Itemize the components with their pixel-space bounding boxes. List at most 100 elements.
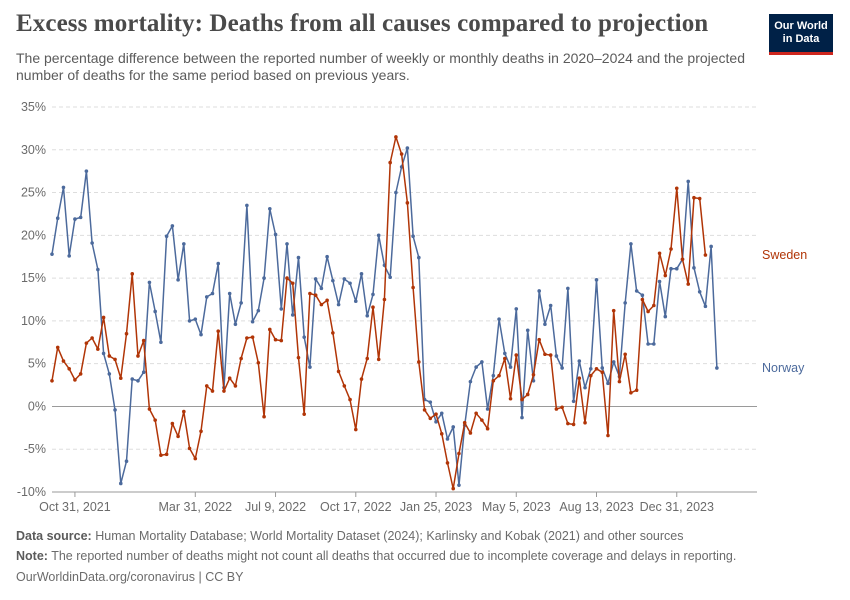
data-point-sweden[interactable] [336,369,341,374]
data-point-norway[interactable] [113,408,117,412]
data-point-norway[interactable] [652,342,656,346]
data-point-norway[interactable] [199,332,203,337]
data-point-sweden[interactable] [543,352,547,357]
data-point-norway[interactable] [457,483,461,487]
data-point-norway[interactable] [692,266,696,270]
data-point-norway[interactable] [319,286,324,291]
data-point-norway[interactable] [325,254,329,259]
data-point-sweden[interactable] [703,253,708,257]
data-point-sweden[interactable] [279,338,284,343]
data-point-sweden[interactable] [164,452,169,457]
data-point-norway[interactable] [118,481,123,486]
data-point-sweden[interactable] [210,389,215,393]
data-point-norway[interactable] [313,277,318,281]
data-point-sweden[interactable] [331,331,335,335]
data-point-norway[interactable] [623,301,627,305]
data-point-norway[interactable] [394,190,398,195]
data-point-sweden[interactable] [84,341,89,345]
data-point-sweden[interactable] [290,281,295,286]
data-point-sweden[interactable] [600,370,605,375]
data-point-sweden[interactable] [216,329,221,333]
data-point-norway[interactable] [331,278,335,283]
data-point-sweden[interactable] [669,247,673,251]
series-line-norway[interactable] [51,147,718,486]
data-point-sweden[interactable] [233,384,238,388]
data-point-norway[interactable] [646,342,650,346]
data-point-norway[interactable] [485,407,490,411]
data-point-norway[interactable] [342,277,347,281]
data-point-sweden[interactable] [90,336,94,340]
data-point-sweden[interactable] [646,309,650,314]
data-point-norway[interactable] [353,299,358,304]
data-point-norway[interactable] [336,302,341,307]
data-point-sweden[interactable] [204,384,209,388]
data-point-sweden[interactable] [663,273,668,278]
data-point-sweden[interactable] [428,416,433,421]
data-point-sweden[interactable] [548,353,553,357]
data-point-norway[interactable] [55,216,60,221]
data-point-norway[interactable] [273,232,278,237]
data-point-norway[interactable] [405,146,410,150]
data-point-norway[interactable] [147,280,152,285]
data-point-norway[interactable] [571,399,576,404]
data-point-norway[interactable] [611,360,616,364]
data-point-sweden[interactable] [359,377,364,381]
data-point-norway[interactable] [176,278,180,282]
data-point-sweden[interactable] [388,160,392,165]
data-point-norway[interactable] [537,289,541,293]
data-point-sweden[interactable] [611,308,616,313]
data-point-norway[interactable] [101,351,106,356]
data-point-norway[interactable] [245,203,249,208]
data-point-sweden[interactable] [61,359,66,363]
data-point-sweden[interactable] [657,251,662,256]
data-point-norway[interactable] [686,179,691,184]
data-point-norway[interactable] [634,289,639,293]
data-point-norway[interactable] [285,242,289,246]
data-point-sweden[interactable] [313,293,318,298]
data-point-sweden[interactable] [153,418,157,422]
data-point-norway[interactable] [256,308,261,313]
data-point-norway[interactable] [262,276,266,280]
data-point-norway[interactable] [136,378,140,383]
data-point-sweden[interactable] [554,407,559,411]
data-point-norway[interactable] [371,292,375,297]
data-point-sweden[interactable] [262,414,266,419]
data-point-norway[interactable] [480,360,484,364]
data-point-norway[interactable] [348,281,352,286]
data-point-sweden[interactable] [674,186,679,191]
data-point-norway[interactable] [491,373,496,378]
data-point-norway[interactable] [193,317,198,321]
data-point-norway[interactable] [73,217,77,221]
data-point-sweden[interactable] [566,421,570,426]
data-point-sweden[interactable] [457,451,461,456]
data-point-norway[interactable] [388,275,392,280]
data-point-sweden[interactable] [136,354,140,358]
data-point-norway[interactable] [96,267,100,272]
data-point-sweden[interactable] [73,378,77,382]
data-point-norway[interactable] [543,322,547,327]
data-point-sweden[interactable] [176,434,180,439]
data-point-norway[interactable] [434,420,438,424]
data-point-sweden[interactable] [588,373,593,378]
data-point-sweden[interactable] [199,429,203,434]
data-point-norway[interactable] [359,272,364,276]
data-point-sweden[interactable] [308,291,312,296]
data-point-sweden[interactable] [170,421,175,426]
credit-link[interactable]: OurWorldinData.org/coronavirus | CC BY [16,570,244,584]
data-point-norway[interactable] [216,261,221,266]
data-point-sweden[interactable] [640,297,645,302]
data-point-sweden[interactable] [508,396,513,401]
data-point-sweden[interactable] [113,357,117,362]
data-point-sweden[interactable] [376,357,381,362]
data-point-sweden[interactable] [101,315,106,320]
data-point-norway[interactable] [600,366,605,370]
data-point-sweden[interactable] [319,302,324,307]
data-point-sweden[interactable] [422,408,427,412]
data-point-sweden[interactable] [67,367,71,371]
data-point-sweden[interactable] [227,376,232,381]
data-point-norway[interactable] [669,266,673,271]
data-point-sweden[interactable] [474,411,478,416]
data-point-sweden[interactable] [55,345,60,350]
data-point-norway[interactable] [474,365,478,369]
data-point-norway[interactable] [170,224,175,228]
